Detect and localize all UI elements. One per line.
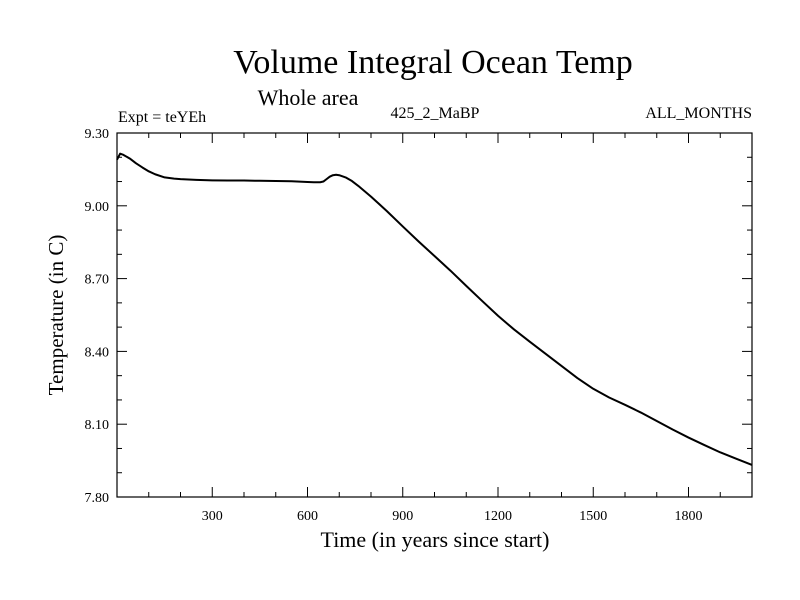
x-tick-label: 1500 [579, 509, 607, 524]
y-axis-ticks: 7.80 8.10 8.40 8.70 9.00 9.30 [85, 127, 752, 506]
x-axis-label: Time (in years since start) [321, 527, 550, 552]
y-axis-label: Temperature (in C) [44, 235, 68, 396]
plot-frame [116, 132, 753, 498]
chart-title: Volume Integral Ocean Temp [233, 44, 633, 81]
y-tick-label: 9.00 [85, 200, 110, 215]
x-tick-label: 900 [392, 509, 413, 524]
y-tick-label: 7.80 [85, 491, 110, 506]
series-line-teYEh [116, 152, 753, 466]
header-left: Expt = teYEh [118, 109, 206, 126]
y-tick-label: 8.10 [85, 418, 110, 433]
x-tick-label: 1200 [484, 509, 512, 524]
x-tick-label: 600 [297, 509, 318, 524]
header-center: 425_2_MaBP [391, 105, 480, 122]
y-tick-label: 9.30 [85, 127, 110, 142]
x-axis-ticks: 300 600 900 1200 1500 1800 [148, 133, 721, 524]
y-tick-label: 8.40 [85, 345, 110, 360]
header-right: ALL_MONTHS [645, 105, 752, 122]
chart-subtitle: Whole area [258, 85, 359, 110]
x-tick-label: 300 [202, 509, 223, 524]
y-tick-label: 8.70 [85, 273, 110, 288]
series-layer [116, 152, 753, 466]
x-tick-label: 1800 [675, 509, 703, 524]
